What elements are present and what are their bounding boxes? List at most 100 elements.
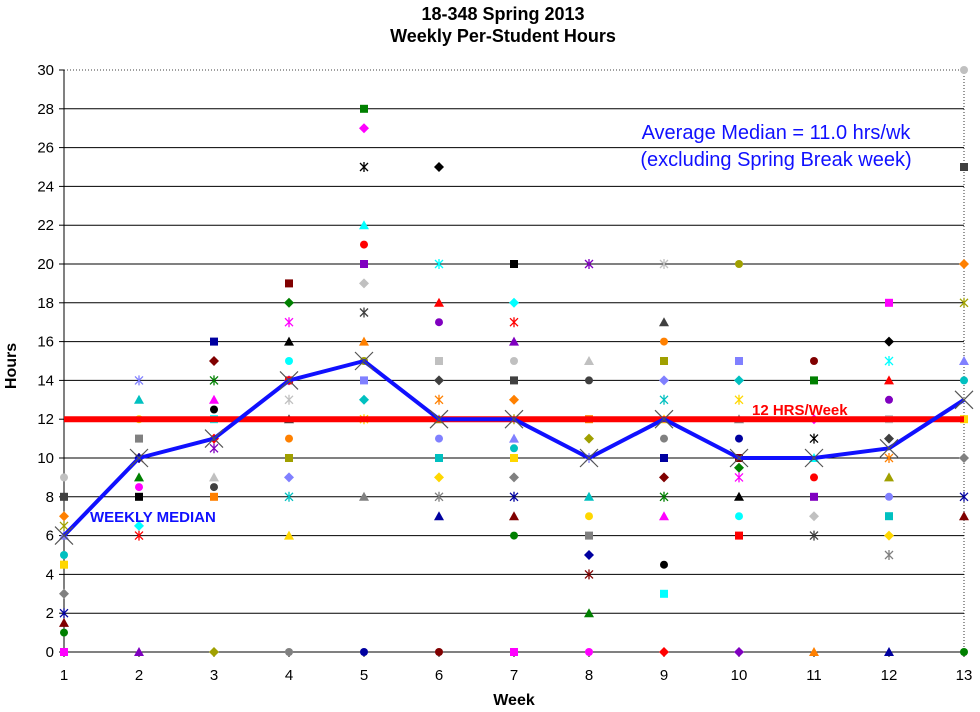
data-point <box>435 318 443 327</box>
y-tick-label: 28 <box>37 101 54 118</box>
data-point <box>359 278 369 289</box>
data-point <box>960 66 968 74</box>
data-point <box>659 259 669 269</box>
data-point <box>959 491 969 502</box>
data-point <box>584 259 594 269</box>
data-point <box>509 317 519 328</box>
data-point <box>660 560 668 569</box>
data-point <box>584 569 594 580</box>
y-tick-label: 6 <box>46 528 54 545</box>
median-point <box>504 409 524 429</box>
average-median-annotation: Average Median = 11.0 hrs/wk <box>642 122 912 144</box>
data-point <box>960 648 968 656</box>
data-point <box>60 473 68 482</box>
data-point <box>510 357 518 365</box>
data-point <box>659 375 669 386</box>
data-point <box>359 123 369 134</box>
data-point <box>509 394 519 405</box>
data-point <box>284 297 294 308</box>
data-point <box>884 472 894 482</box>
data-point <box>360 648 368 656</box>
data-point <box>59 588 69 599</box>
y-tick-label: 10 <box>37 450 54 467</box>
data-point <box>660 454 668 462</box>
data-point <box>209 647 219 657</box>
data-point <box>434 511 444 521</box>
x-tick-label: 3 <box>210 667 218 684</box>
data-point <box>434 491 444 502</box>
chart-title: 18-348 Spring 2013 <box>421 4 584 24</box>
data-point <box>959 356 969 365</box>
y-tick-label: 22 <box>37 217 54 234</box>
data-point <box>959 453 969 463</box>
data-point <box>734 394 744 405</box>
data-point <box>359 394 369 405</box>
data-point <box>510 454 518 462</box>
median-point <box>354 351 374 371</box>
y-tick-label: 8 <box>46 489 54 506</box>
data-point <box>284 472 294 483</box>
data-point <box>509 297 519 308</box>
data-point <box>735 357 743 365</box>
data-point <box>809 530 819 541</box>
data-point <box>659 511 669 521</box>
data-point <box>810 492 818 501</box>
reference-line-label: 12 HRS/Week <box>752 402 848 419</box>
data-point <box>809 433 819 444</box>
data-point <box>810 357 818 365</box>
data-point <box>959 297 969 308</box>
data-point <box>884 647 894 656</box>
data-point <box>509 472 519 483</box>
x-tick-label: 5 <box>360 667 368 684</box>
y-tick-label: 26 <box>37 140 54 157</box>
data-point <box>585 531 593 540</box>
data-point <box>435 357 443 365</box>
data-point <box>285 434 293 443</box>
data-point <box>510 376 518 385</box>
data-point <box>509 511 519 521</box>
data-point <box>359 491 369 501</box>
data-point <box>284 317 294 328</box>
data-point <box>809 511 819 522</box>
y-axis-label: Hours <box>3 343 20 389</box>
data-point <box>510 444 518 453</box>
data-point <box>434 394 444 405</box>
data-point <box>434 472 444 483</box>
median-point <box>879 438 899 458</box>
data-point <box>134 394 144 404</box>
median-point <box>954 390 974 410</box>
spring-break-annotation: (excluding Spring Break week) <box>640 149 911 171</box>
data-point <box>209 443 219 454</box>
y-tick-label: 12 <box>37 411 54 428</box>
data-point <box>134 647 144 656</box>
data-point <box>734 375 744 386</box>
data-point <box>509 336 519 346</box>
data-point <box>585 512 593 521</box>
data-point <box>660 357 668 365</box>
data-point <box>360 260 368 268</box>
data-point <box>435 434 443 443</box>
student-points <box>59 66 969 657</box>
data-point <box>360 376 368 385</box>
data-point <box>284 394 294 405</box>
data-point <box>209 394 219 404</box>
data-point <box>60 628 68 637</box>
median-point <box>579 448 599 468</box>
data-point <box>884 530 894 541</box>
data-point <box>60 560 68 569</box>
x-axis-ticks: 1 2 3 4 5 6 7 8 9 10 11 12 13 <box>60 652 973 684</box>
x-tick-label: 12 <box>881 667 898 684</box>
data-point <box>285 357 293 365</box>
data-point <box>959 511 969 521</box>
x-tick-label: 8 <box>585 667 593 684</box>
data-point <box>659 394 669 405</box>
y-tick-label: 30 <box>37 62 54 79</box>
data-point <box>809 647 819 656</box>
data-point <box>734 491 744 501</box>
y-tick-label: 0 <box>46 644 54 661</box>
data-point <box>210 337 218 346</box>
data-point <box>659 472 669 483</box>
x-tick-label: 13 <box>956 667 973 684</box>
x-tick-label: 2 <box>135 667 143 684</box>
